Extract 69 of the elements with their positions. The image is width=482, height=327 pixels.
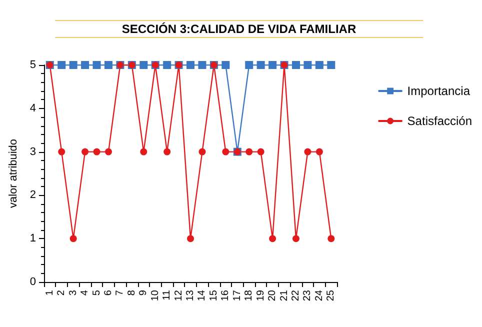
x-tick-label: 2 bbox=[56, 290, 68, 296]
point bbox=[269, 235, 276, 242]
point bbox=[140, 61, 148, 69]
x-tick-label: 6 bbox=[102, 290, 114, 296]
point bbox=[58, 61, 66, 69]
point bbox=[268, 61, 277, 69]
point bbox=[164, 148, 171, 156]
y-tick-label: 2 bbox=[30, 189, 36, 202]
point bbox=[256, 61, 265, 69]
point bbox=[304, 61, 312, 69]
point bbox=[92, 61, 101, 69]
x-tick-label: 8 bbox=[126, 290, 138, 296]
point bbox=[222, 148, 230, 156]
point bbox=[70, 235, 77, 242]
x-tick-label: 7 bbox=[114, 290, 126, 296]
x-tick-label: 18 bbox=[244, 290, 255, 302]
x-tick-label: 25 bbox=[326, 290, 337, 302]
point bbox=[292, 235, 300, 242]
x-tick-label: 4 bbox=[80, 290, 91, 296]
point bbox=[292, 61, 300, 69]
point bbox=[104, 148, 112, 156]
y-tick-label: 5 bbox=[30, 59, 36, 71]
legend-label: Importancia bbox=[407, 84, 470, 98]
x-tick-label: 5 bbox=[91, 290, 102, 296]
x-tick-label: 15 bbox=[208, 290, 220, 302]
x-tick-label: 19 bbox=[255, 290, 266, 302]
x-tick-label: 23 bbox=[302, 290, 314, 302]
point bbox=[140, 148, 148, 156]
x-tick-label: 20 bbox=[267, 290, 278, 302]
point bbox=[198, 61, 206, 69]
point bbox=[222, 61, 230, 69]
point bbox=[315, 61, 324, 69]
point bbox=[198, 148, 206, 156]
x-tick-label: 12 bbox=[173, 290, 184, 302]
point bbox=[58, 148, 66, 156]
x-tick-label: 11 bbox=[162, 290, 173, 300]
point bbox=[82, 148, 89, 156]
point bbox=[316, 148, 323, 156]
point bbox=[187, 235, 194, 242]
y-tick-label: 4 bbox=[30, 102, 36, 114]
point bbox=[81, 61, 90, 69]
y-axis-title: valor atribuido bbox=[8, 138, 20, 208]
x-tick-label: 3 bbox=[68, 290, 79, 296]
x-tick-label: 1 bbox=[44, 290, 56, 296]
point bbox=[69, 61, 78, 69]
y-tick-label: 0 bbox=[30, 276, 36, 288]
x-tick-label: 16 bbox=[220, 290, 232, 302]
point bbox=[104, 61, 112, 69]
point bbox=[327, 61, 336, 69]
x-tick-label: 24 bbox=[314, 290, 325, 302]
point bbox=[163, 61, 172, 69]
point bbox=[304, 148, 312, 156]
y-tick-label: 1 bbox=[30, 232, 36, 245]
point bbox=[257, 148, 264, 156]
point bbox=[328, 235, 335, 242]
x-tick-label: 22 bbox=[290, 290, 302, 302]
x-tick-label: 9 bbox=[138, 290, 150, 296]
point bbox=[186, 61, 195, 69]
point bbox=[246, 148, 253, 156]
x-tick-label: 13 bbox=[185, 290, 196, 302]
x-tick-label: 14 bbox=[196, 290, 208, 302]
x-tick-label: 21 bbox=[278, 290, 290, 302]
point bbox=[93, 148, 100, 156]
x-tick-label: 17 bbox=[232, 290, 243, 302]
y-tick-label: 3 bbox=[30, 146, 36, 158]
x-tick-label: 10 bbox=[150, 290, 161, 302]
chart-title: SECCIÓN 3:CALIDAD DE VIDA FAMILIAR bbox=[55, 20, 423, 38]
legend-label: Satisfacción bbox=[407, 114, 472, 128]
point bbox=[245, 61, 254, 69]
